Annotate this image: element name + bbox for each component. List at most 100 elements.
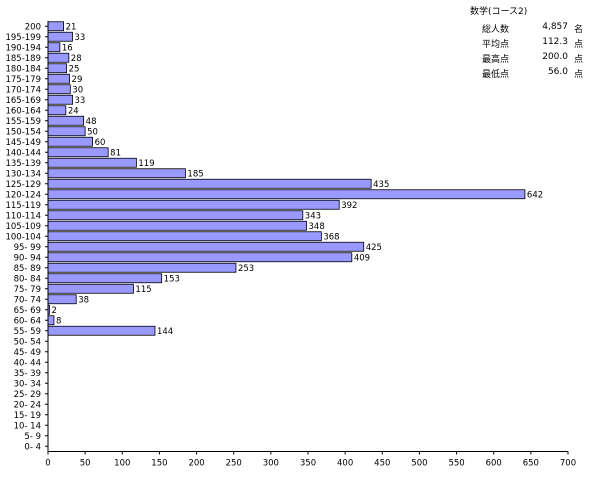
stat-row-min: 最低点 56.0 点 [470, 67, 590, 82]
bar [47, 42, 61, 53]
value-label: 29 [72, 75, 83, 85]
value-label: 144 [157, 327, 173, 337]
stat-unit-max: 点 [574, 55, 584, 65]
category-label: 50- 54 [14, 337, 41, 347]
bar [47, 115, 85, 126]
category-label: 140-144 [5, 148, 41, 158]
stat-label-mean: 平均点 [482, 40, 510, 50]
bar [47, 325, 156, 336]
value-label: 28 [71, 54, 82, 64]
x-tick-label: 450 [374, 459, 390, 469]
category-label: 165-169 [5, 96, 41, 106]
category-label: 45- 49 [14, 348, 41, 358]
bar [47, 21, 65, 32]
value-label: 409 [354, 253, 370, 263]
category-label: 80- 84 [14, 274, 41, 284]
stat-value-min: 56.0 [547, 67, 568, 77]
bar [47, 210, 304, 221]
bar [47, 294, 77, 305]
category-label: 40- 44 [14, 358, 41, 368]
value-label: 2 [51, 306, 56, 316]
bar [47, 241, 365, 252]
stat-label-total: 総人数 [482, 25, 510, 35]
value-label: 368 [323, 232, 339, 242]
bar [47, 31, 73, 42]
stat-value-total: 4,857 [542, 22, 568, 32]
category-label: 25- 29 [14, 390, 41, 400]
bar [47, 273, 163, 284]
stat-label-max: 最高点 [482, 55, 510, 65]
category-label: 200 [25, 22, 41, 32]
bar [47, 262, 237, 273]
category-label: 150-154 [5, 127, 41, 137]
value-label: 115 [135, 285, 151, 295]
stat-value-max: 200.0 [542, 52, 568, 62]
category-label: 30- 34 [14, 379, 41, 389]
category-label: 120-124 [5, 190, 41, 200]
x-tick-label: 650 [523, 459, 539, 469]
category-label: 65- 69 [14, 306, 41, 316]
category-label: 95- 99 [14, 243, 41, 253]
value-label: 16 [62, 43, 73, 53]
bar [47, 189, 526, 200]
value-label: 348 [309, 222, 325, 232]
category-label: 55- 59 [14, 327, 41, 337]
category-label: 185-189 [5, 54, 41, 64]
category-label: 70- 74 [14, 295, 41, 305]
category-label: 195-199 [5, 33, 41, 43]
x-tick-label: 350 [300, 459, 316, 469]
category-label: 85- 89 [14, 264, 41, 274]
value-label: 642 [527, 190, 543, 200]
bars-group [47, 21, 526, 336]
x-tick-label: 50 [80, 459, 91, 469]
category-label: 20- 24 [14, 400, 41, 410]
value-label: 392 [341, 201, 357, 211]
category-label: 145-149 [5, 138, 41, 148]
bar [47, 178, 372, 189]
bar [47, 157, 137, 168]
stat-row-mean: 平均点 112.3 点 [470, 37, 590, 52]
x-tick-label: 500 [411, 459, 427, 469]
category-label: 100-104 [5, 232, 41, 242]
category-labels-group: 200195-199190-194185-189180-184175-17917… [5, 22, 48, 452]
category-label: 175-179 [5, 75, 41, 85]
stat-unit-min: 点 [574, 70, 584, 80]
category-label: 10- 14 [14, 421, 41, 431]
x-tick-label: 200 [188, 459, 204, 469]
value-label: 48 [86, 117, 97, 127]
bar [47, 84, 71, 95]
value-label: 33 [75, 33, 86, 43]
bar [47, 147, 109, 158]
bar [47, 231, 322, 242]
bar [47, 315, 55, 326]
x-tick-label: 600 [486, 459, 502, 469]
x-tick-label: 550 [448, 459, 464, 469]
category-label: 105-109 [5, 222, 41, 232]
category-label: 115-119 [5, 201, 41, 211]
stat-unit-total: 名 [574, 25, 584, 35]
x-ticks-group: 0 50 100 150 200 250 300 350 400 450 500 550 600 650 7… [45, 451, 576, 469]
bar [47, 168, 186, 179]
category-label: 125-129 [5, 180, 41, 190]
stat-label-min: 最低点 [482, 70, 510, 80]
value-label: 30 [72, 85, 83, 95]
value-labels-group: 2133162825293033244850608111918543564239… [51, 22, 543, 337]
bar [47, 63, 67, 74]
bar [47, 126, 86, 137]
stat-unit-mean: 点 [574, 40, 584, 50]
value-label: 24 [68, 106, 79, 116]
x-tick-label: 0 [45, 459, 50, 469]
stat-row-total: 総人数 4,857 名 [470, 22, 590, 37]
value-label: 119 [138, 159, 154, 169]
value-label: 153 [164, 274, 180, 284]
category-label: 160-164 [5, 106, 41, 116]
value-label: 435 [373, 180, 389, 190]
category-label: 60- 64 [14, 316, 41, 326]
x-tick-label: 700 [560, 459, 576, 469]
category-label: 180-184 [5, 64, 41, 74]
value-label: 8 [56, 316, 61, 326]
value-label: 253 [238, 264, 254, 274]
value-label: 425 [366, 243, 382, 253]
value-label: 343 [305, 211, 321, 221]
bar [47, 52, 70, 63]
